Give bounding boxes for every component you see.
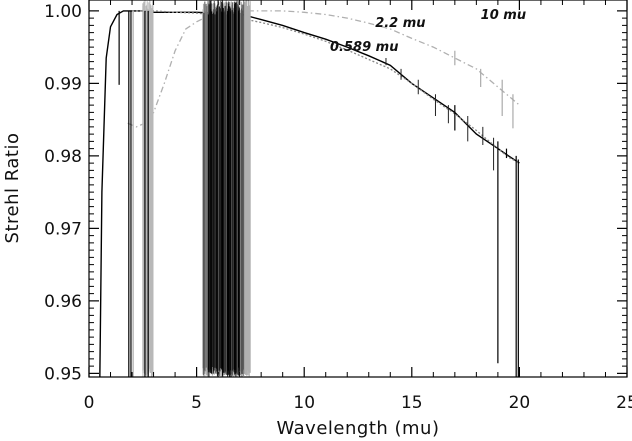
y-tick-label: 0.95 [44,364,82,384]
x-tick-label: 15 [401,393,423,413]
small-spikes [385,58,495,171]
y-tick-label: 0.96 [44,292,82,312]
y-tick-label: 0.99 [44,74,82,94]
annotation-label: 0.589 mu [330,40,398,55]
grey-spikes [132,10,514,377]
series-line-1 [99,10,520,377]
black-spikes [118,10,519,377]
x-tick-label: 20 [509,393,531,413]
series-line-3 [127,10,520,128]
x-axis-label: Wavelength (mu) [277,418,440,439]
x-tick-label: 0 [84,393,95,413]
band-6um-black [207,0,240,377]
x-tick-label: 5 [191,393,202,413]
annotations: 2.2 mu 10 mu 0.589 mu [330,8,526,55]
series-layer [99,10,520,377]
axis-ticks [88,0,628,377]
y-tick-label: 1.00 [44,2,82,22]
series-line-2 [132,10,520,164]
y-tick-label: 0.98 [44,147,82,167]
y-tick-label: 0.97 [44,219,82,239]
y-axis-label: Strehl Ratio [2,133,23,244]
x-tick-label: 10 [293,393,315,413]
tick-labels: 0 5 10 15 20 25 0.95 0.96 0.97 0.98 0.99 1.00 [44,2,632,413]
absorption-bands [118,0,519,377]
annotation-label: 10 mu [481,8,526,23]
plot-frame [88,0,628,378]
x-tick-label: 25 [616,393,632,413]
annotation-label: 2.2 mu [375,16,425,31]
